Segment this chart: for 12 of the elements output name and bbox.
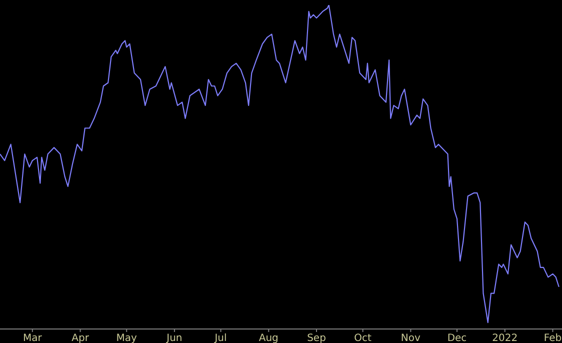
x-tick-label: May (116, 333, 138, 343)
x-tick-label: Aug (258, 333, 278, 343)
x-tick-label: Dec (447, 333, 467, 343)
x-tick-label: Apr (72, 333, 90, 343)
x-tick-label: Nov (400, 333, 421, 343)
x-tick-label: Feb (544, 333, 562, 343)
x-tick-label: 2022 (492, 333, 518, 343)
x-tick-label: Sep (307, 333, 326, 343)
x-tick-label: Jun (166, 333, 182, 343)
x-tick-label: Oct (354, 333, 372, 343)
x-tick-label: Mar (22, 333, 43, 343)
x-tick-label: Jul (214, 333, 227, 343)
